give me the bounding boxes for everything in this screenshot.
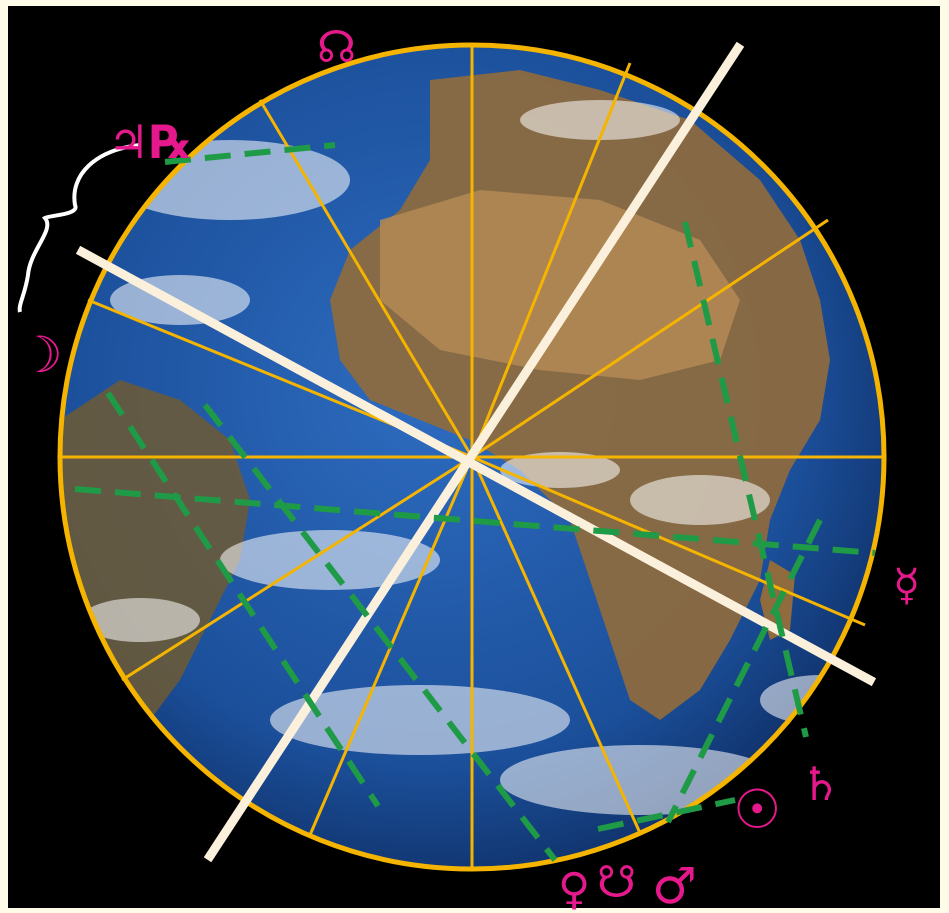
aspect-line bbox=[665, 518, 823, 824]
sun-glyph: ☉ bbox=[733, 778, 781, 841]
retrograde-glyph: ℞ bbox=[150, 115, 191, 169]
house-cusp-line bbox=[471, 455, 866, 627]
aspect-line bbox=[164, 142, 336, 165]
venus-glyph: ♀ bbox=[558, 864, 590, 913]
axis-line bbox=[203, 41, 745, 863]
north-node-glyph: ☊ bbox=[317, 22, 356, 73]
house-cusp-line bbox=[471, 218, 829, 459]
south-node-glyph: ☋ bbox=[597, 857, 636, 908]
mars-glyph: ♂ bbox=[652, 857, 697, 913]
aspect-line bbox=[597, 797, 736, 832]
axis-line bbox=[75, 245, 877, 687]
house-cusp-line bbox=[470, 62, 632, 458]
moon-glyph: ☽ bbox=[18, 326, 63, 384]
jupiter-glyph: ♃ bbox=[108, 115, 149, 169]
house-cusp-line bbox=[470, 456, 642, 834]
mercury-glyph: ☿ bbox=[893, 560, 920, 611]
aspect-lines bbox=[74, 142, 876, 862]
saturn-glyph: ♄ bbox=[800, 757, 841, 811]
sahara-region bbox=[380, 190, 740, 380]
aspect-line bbox=[105, 391, 381, 808]
aspect-line bbox=[682, 221, 809, 738]
chart-axes bbox=[75, 41, 877, 863]
aspect-line bbox=[202, 403, 558, 862]
conjunction-bracket bbox=[17, 143, 141, 313]
aspect-line bbox=[74, 486, 876, 556]
house-cusp-line bbox=[258, 99, 474, 458]
house-cusp-line bbox=[121, 455, 473, 682]
